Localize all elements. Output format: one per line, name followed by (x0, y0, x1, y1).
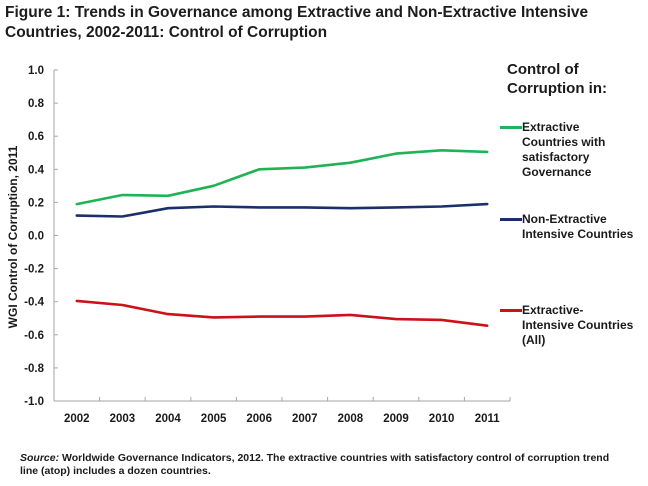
y-tick-label: 0.4 (28, 164, 45, 176)
legend-label-line: Governance (522, 165, 592, 179)
figure-title: Figure 1: Trends in Governance among Ext… (5, 3, 645, 43)
legend-swatch-red (500, 309, 522, 312)
legend-label-line: Intensive Countries (522, 318, 634, 332)
x-tick-label: 2010 (429, 413, 455, 425)
y-axis-title: WGI Control of Corruption, 2011 (6, 145, 20, 328)
legend-swatch-green (500, 126, 522, 129)
y-tick-label: -0.2 (24, 264, 44, 276)
series-lines (75, 149, 489, 328)
legend-label: Non-Extractive Intensive Countries (522, 212, 647, 242)
x-tick-label: 2011 (475, 413, 501, 425)
series-line-1 (75, 202, 489, 218)
figure-title-line-2: Countries, 2002-2011: Control of Corrupt… (5, 24, 328, 41)
legend-label-line: Countries with (522, 135, 606, 149)
legend-label-line: Extractive- (522, 303, 584, 317)
legend-title-line-1: Control of (507, 61, 579, 78)
legend-label-line: Extractive (522, 120, 580, 134)
y-tick-label: 0.6 (28, 131, 44, 143)
legend-label-line: Non-Extractive (522, 212, 607, 226)
legend-item-extractive-satisfactory: Extractive Countries with satisfactory G… (500, 120, 647, 180)
y-tick-label: 0.8 (28, 98, 45, 110)
x-tick-label: 2002 (64, 413, 90, 425)
y-tick-label: 1.0 (28, 65, 44, 77)
x-tick-label: 2006 (246, 413, 272, 425)
legend-label: Extractive Countries with satisfactory G… (522, 120, 647, 180)
legend-title: Control of Corruption in: (507, 60, 607, 98)
x-tick-label: 2007 (292, 413, 318, 425)
series-line-0 (75, 149, 489, 206)
source-text: Worldwide Governance Indicators, 2012. T… (20, 452, 610, 477)
legend-title-line-2: Corruption in: (507, 80, 607, 97)
source-note: Source: Worldwide Governance Indicators,… (20, 452, 630, 478)
x-tick-labels: 2002 2003 2004 2005 2006 2007 2008 2009 2010 2011 (64, 413, 500, 425)
figure-title-line-1: Figure 1: Trends in Governance among Ext… (5, 4, 589, 21)
y-tick-label: 0.0 (28, 231, 44, 243)
series-line-2 (75, 299, 489, 328)
y-tick-labels: 1.0 0.8 0.6 0.4 0.2 0.0 -0.2 -0.4 -0.6 -0.8 -1.0 (24, 65, 44, 408)
y-tick-label: -1.0 (24, 396, 44, 408)
x-tick-label: 2004 (155, 413, 181, 425)
legend-item-non-extractive: Non-Extractive Intensive Countries (500, 212, 647, 242)
y-tick-label: -0.4 (24, 297, 44, 309)
axes (53, 69, 511, 402)
legend-label-line: Intensive Countries (522, 227, 634, 241)
legend-label: Extractive- Intensive Countries (All) (522, 303, 647, 348)
x-tick-label: 2008 (338, 413, 364, 425)
legend-label-line: (All) (522, 333, 546, 347)
x-tick-label: 2009 (383, 413, 409, 425)
y-tick-label: 0.2 (28, 197, 44, 209)
x-tick-label: 2003 (110, 413, 136, 425)
y-tick-label: -0.8 (24, 363, 44, 375)
legend-swatch-navy (500, 218, 522, 221)
legend-label-line: satisfactory (522, 150, 590, 164)
legend-item-extractive-all: Extractive- Intensive Countries (All) (500, 303, 647, 348)
source-label: Source: (20, 452, 60, 464)
y-tick-label: -0.6 (24, 330, 44, 342)
x-tick-label: 2005 (201, 413, 227, 425)
